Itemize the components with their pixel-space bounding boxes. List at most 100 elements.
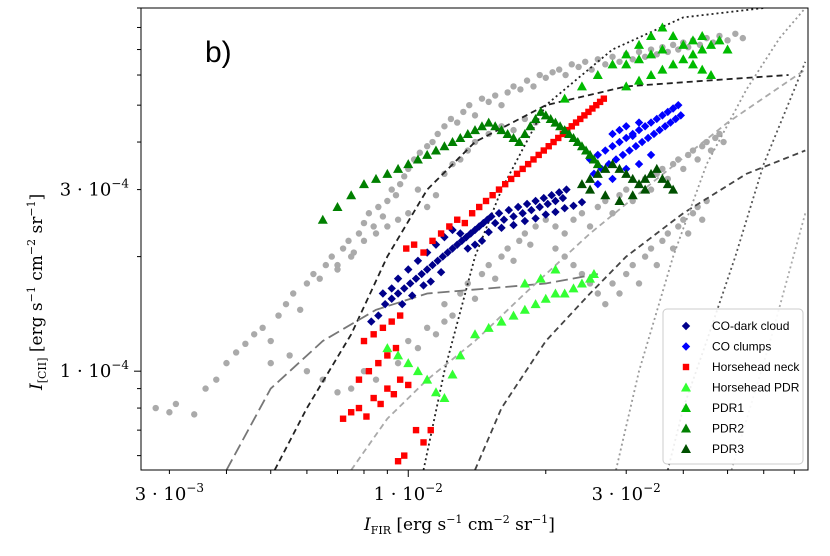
plot-area [152,8,807,470]
background-point [653,261,660,269]
horsehead-pdr-point [447,369,458,379]
co-clumps-point [622,133,631,143]
pdr3-point [627,190,638,200]
background-point [347,253,355,260]
pdr2-point [358,179,369,189]
model-black-dashed-1 [273,74,789,470]
co-clumps-point [660,122,670,131]
pdr3-point [646,168,657,178]
pdr2-point [581,145,592,155]
background-point [641,253,649,260]
y-axis-label: I[CII] [erg s−1 cm−2 sr−1] [25,194,49,391]
horsehead-pdr-point [382,343,393,353]
background-point [375,203,382,211]
horsehead-neck-point [568,123,575,130]
axes: 3 · 10−3 1 · 10−2 3 · 10−2 1 · 10−4 3 · 10−4 [60,7,795,505]
horsehead-neck-point [390,391,398,398]
pdr1-point [678,39,689,49]
horsehead-pdr-point [530,299,541,309]
horsehead-pdr-point [559,288,570,298]
co-dark-cloud-point [504,205,514,215]
background-point [322,261,330,269]
pdr2-point [502,128,513,138]
horsehead-neck-point [495,186,503,193]
background-point [664,175,672,183]
co-clumps-point [634,118,644,127]
horsehead-neck-point [394,458,402,465]
horsehead-neck-point [412,426,420,434]
horsehead-neck-point [530,156,537,163]
pdr2-point [530,113,541,123]
pdr2-point [422,149,433,159]
background-point [360,219,368,227]
background-point [345,237,352,245]
background-point [616,58,623,65]
model-black-dotted-1 [422,8,764,470]
horsehead-pdr-point [455,350,466,360]
pdr3-point [651,163,662,173]
co-dark-cloud-point [411,274,421,283]
horsehead-pdr-point [550,264,561,274]
background-point [594,56,602,63]
horsehead-neck-point [379,324,387,332]
co-clumps-point [655,125,664,135]
background-point [478,270,486,278]
horsehead-pdr-point [535,273,546,283]
background-point [510,257,517,264]
background-point [434,130,441,138]
pdr2-point [332,202,343,212]
co-clumps-point [674,100,683,110]
background-point [629,56,636,63]
background-point [242,340,249,348]
background-point [739,34,747,42]
horsehead-neck-point [550,138,557,146]
background-point [492,92,499,99]
co-clumps-point [615,137,624,147]
background-point [527,241,534,248]
horsehead-neck-point [375,359,382,367]
pdr1-point [592,70,603,80]
horsehead-neck-point [589,105,596,112]
background-point [485,261,492,269]
horsehead-neck-point [535,151,542,159]
co-clumps-point [643,133,653,143]
pdr2-point [371,173,382,183]
horsehead-neck-point [377,400,384,408]
co-clumps-point [615,125,624,135]
horsehead-neck-point [339,415,347,422]
pdr3-point [600,190,611,200]
co-dark-cloud-point [562,185,571,194]
background-point [575,63,582,71]
background-point [549,69,556,76]
pdr1-point [722,44,733,54]
background-point [602,197,609,205]
horsehead-neck-point [577,115,584,123]
background-point [372,376,380,383]
legend-marker-horsehead-neck [682,363,690,371]
co-dark-cloud-point [513,202,523,212]
background-point [423,143,431,150]
pdr1-point [687,35,698,45]
pdr2-point [550,117,561,127]
horsehead-neck-point [410,241,418,248]
background-point [532,223,539,230]
background-point [635,48,643,56]
pdr1-point [678,54,689,64]
horsehead-pdr-point [588,269,599,279]
co-clumps-point [597,164,606,174]
horsehead-pdr-point [422,374,433,384]
horsehead-pdr-point [550,288,561,298]
legend-label-pdr2: PDR2 [712,422,744,436]
pdr2-point [476,121,487,131]
model-black-dashed-2 [474,149,806,470]
co-dark-cloud-point [560,204,569,213]
horsehead-pdr-point [540,293,551,303]
pdr3-point [576,179,587,189]
pdr3-point [614,163,625,173]
co-clumps-point [608,174,617,184]
background-point [334,389,341,396]
background-point [396,180,404,188]
background-point [594,290,602,297]
pdr2-point [382,168,393,178]
legend-marker-pdr2 [681,423,691,433]
